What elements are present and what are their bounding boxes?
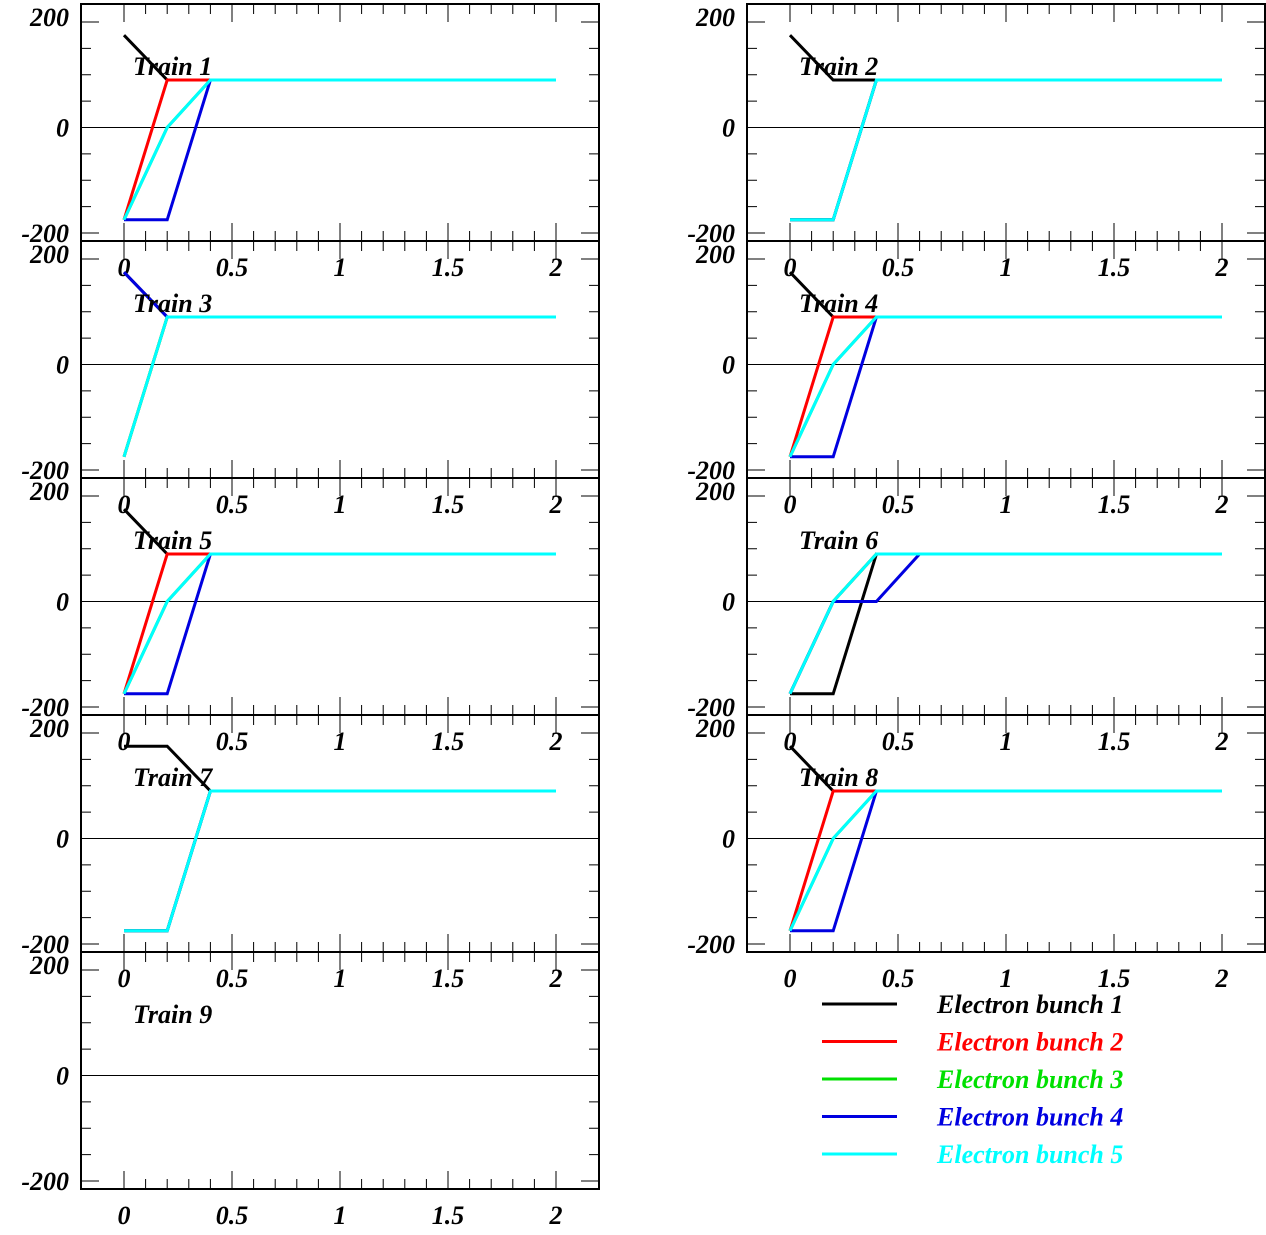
series-line [788, 789, 1222, 932]
series-line [122, 315, 556, 458]
series-line [122, 78, 556, 221]
series-line [790, 552, 1222, 696]
x-tick-label: 0 [118, 1201, 131, 1230]
legend-label: Electron bunch 2 [936, 1028, 1123, 1057]
series-line [122, 552, 556, 695]
y-tick-label: -200 [687, 930, 735, 959]
y-tick-label: 0 [722, 825, 735, 854]
x-tick-label: 1 [1000, 253, 1013, 282]
y-tick-label: -200 [21, 693, 69, 722]
x-tick-label: 2 [1215, 727, 1229, 756]
y-tick-label: -200 [687, 693, 735, 722]
panel-title: Train 7 [133, 763, 213, 792]
x-tick-label: 1 [334, 253, 347, 282]
x-tick-label: 1.5 [1098, 964, 1131, 993]
x-tick-label: 0 [784, 964, 797, 993]
legend: Electron bunch 1 Electron bunch 2 Electron… [822, 990, 1123, 1169]
x-tick-label: 2 [549, 490, 563, 519]
y-tick-label: 200 [29, 477, 69, 506]
x-tick-label: 0 [118, 727, 131, 756]
panel-title: Train 2 [799, 52, 878, 81]
y-tick-label: 200 [29, 240, 69, 269]
series-line [122, 315, 556, 458]
y-tick-label: 200 [29, 714, 69, 743]
x-tick-label: 0 [784, 490, 797, 519]
series-line [124, 789, 556, 933]
panel-title: Train 3 [133, 289, 212, 318]
x-tick-label: 1 [334, 490, 347, 519]
panel-title: Train 9 [133, 1000, 212, 1029]
y-tick-label: 200 [695, 714, 735, 743]
y-tick-label: -200 [21, 1167, 69, 1196]
y-tick-label: 0 [56, 351, 69, 380]
x-tick-label: 2 [549, 253, 563, 282]
y-tick-label: 0 [56, 114, 69, 143]
x-tick-label: 2 [549, 964, 563, 993]
x-tick-label: 1 [1000, 490, 1013, 519]
panel-title: Train 6 [799, 526, 878, 555]
x-tick-label: 0.5 [882, 964, 915, 993]
panel-title: Train 1 [133, 52, 212, 81]
panel-title: Train 4 [799, 289, 878, 318]
legend-label: Electron bunch 5 [936, 1140, 1123, 1169]
series-line [790, 789, 1222, 933]
y-tick-label: -200 [687, 219, 735, 248]
series-line [790, 315, 1222, 459]
y-tick-label: 0 [722, 588, 735, 617]
x-tick-label: 1.5 [432, 1201, 465, 1230]
x-tick-label: 1 [1000, 964, 1013, 993]
legend-label: Electron bunch 1 [936, 990, 1123, 1019]
panel-title: Train 8 [799, 763, 878, 792]
legend-label: Electron bunch 4 [936, 1103, 1123, 1132]
x-tick-label: 2 [1215, 964, 1229, 993]
y-tick-label: 200 [29, 951, 69, 980]
series-line [122, 315, 556, 458]
panel-frame [80, 3, 600, 242]
series-line [788, 315, 1222, 458]
panel-frame [746, 3, 1266, 242]
x-tick-label: 2 [1215, 490, 1229, 519]
x-tick-label: 2 [549, 1201, 563, 1230]
panel: 200 0 -200 0 0.5 1 1.5 2 Train 9 [21, 951, 600, 1230]
series-line [790, 78, 1222, 222]
y-tick-label: -200 [21, 456, 69, 485]
y-tick-label: -200 [21, 219, 69, 248]
series-line [788, 552, 1222, 695]
panel-title: Train 5 [133, 526, 212, 555]
y-tick-label: 200 [695, 3, 735, 32]
y-tick-label: 200 [695, 240, 735, 269]
series-line [124, 552, 556, 696]
x-tick-label: 0.5 [216, 1201, 249, 1230]
y-tick-label: 200 [695, 477, 735, 506]
x-tick-label: 1 [334, 964, 347, 993]
y-tick-label: -200 [687, 456, 735, 485]
y-tick-label: 200 [29, 3, 69, 32]
x-tick-label: 1 [334, 727, 347, 756]
y-tick-label: 0 [56, 1062, 69, 1091]
x-tick-label: 0 [118, 964, 131, 993]
series-line [124, 78, 556, 222]
x-tick-label: 2 [549, 727, 563, 756]
y-tick-label: -200 [21, 930, 69, 959]
y-tick-label: 0 [722, 114, 735, 143]
x-tick-label: 2 [1215, 253, 1229, 282]
panel: 200 0 -200 0 0.5 1 1.5 2 Train 8 [687, 714, 1266, 993]
x-tick-label: 1 [334, 1201, 347, 1230]
y-tick-label: 0 [56, 588, 69, 617]
x-tick-label: 1 [1000, 727, 1013, 756]
y-tick-label: 0 [56, 825, 69, 854]
legend-label: Electron bunch 3 [936, 1065, 1123, 1094]
y-tick-label: 0 [722, 351, 735, 380]
